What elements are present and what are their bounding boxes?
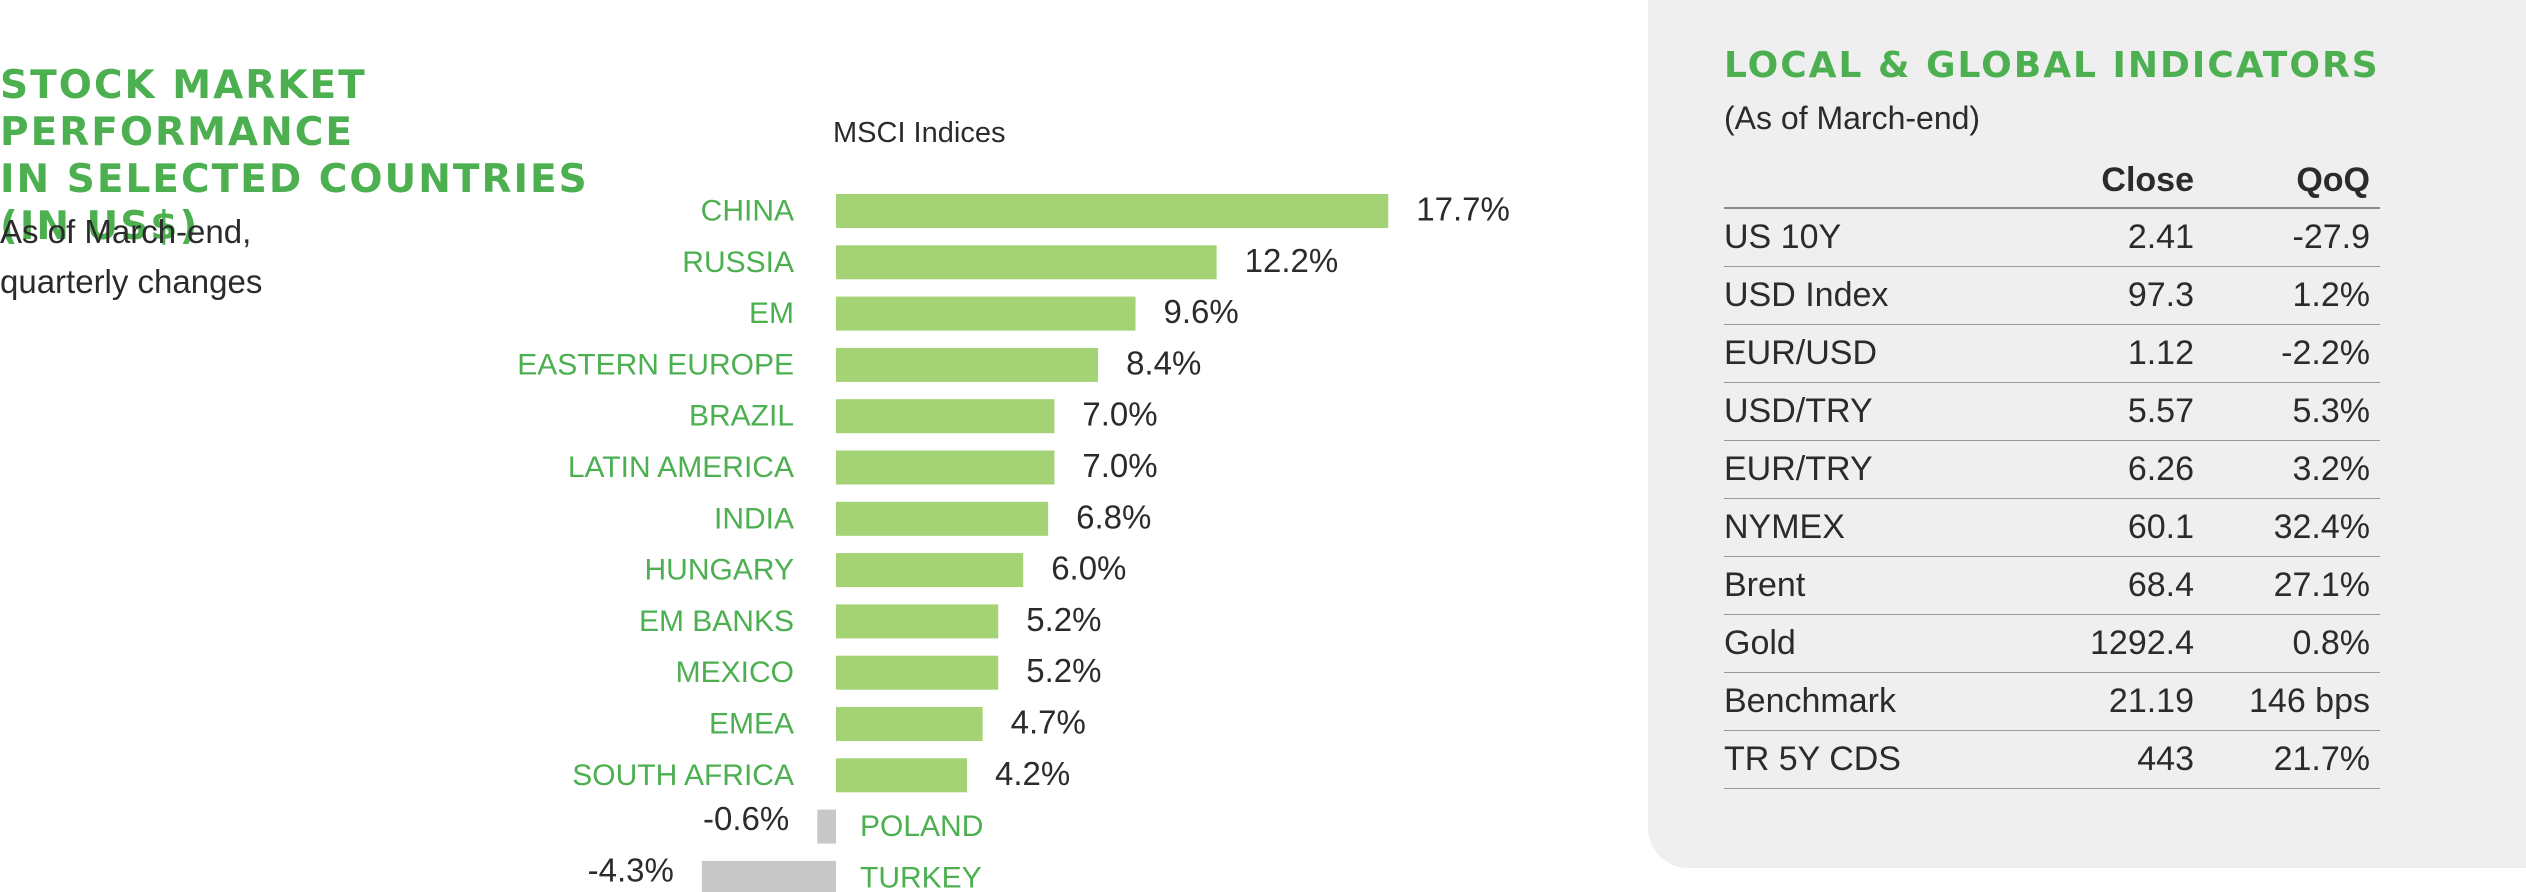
category-label-latin-america: LATIN AMERICA [568,451,794,484]
bar-china [836,194,1389,228]
table-row: Benchmark 21.19 146 bps [1724,672,2380,731]
msci-bar-chart: CHINA 17.7% RUSSIA 12.2% EM 9.6% EASTERN EUROP… [517,191,1510,892]
chart-subtitle: As of March-end, quarterly changes [0,207,262,307]
indicator-close: 21.19 [2014,672,2204,731]
bar-hungary [836,553,1024,588]
indicator-qoq: 32.4% [2204,498,2380,557]
chart-title-line-2: IN SELECTED COUNTRIES [0,157,589,202]
indicator-qoq: 146 bps [2204,672,2380,731]
table-row: USD Index 97.3 1.2% [1724,266,2380,325]
indicator-name: Gold [1724,614,2014,673]
indicator-close: 1292.4 [2014,614,2204,673]
value-label-em: 9.6% [1164,293,1239,330]
indicator-name: US 10Y [1724,208,2014,267]
bar-india [836,501,1049,536]
chart-subtitle-line-2: quarterly changes [0,263,263,300]
table-row: Brent 68.4 27.1% [1724,556,2380,615]
indicator-qoq: -2.2% [2204,324,2380,383]
indicator-name: Benchmark [1724,672,2014,731]
chart-title: STOCK MARKET PERFORMANCE IN SELECTED COU… [0,62,720,250]
value-label-russia: 12.2% [1245,242,1339,279]
value-label-india: 6.8% [1076,498,1151,535]
category-label-hungary: HUNGARY [645,554,794,587]
category-label-china: CHINA [701,195,794,228]
table-row: EUR/TRY 6.26 3.2% [1724,440,2380,499]
value-label-china: 17.7% [1416,191,1510,228]
table-row: EUR/USD 1.12 -2.2% [1724,324,2380,383]
indicator-name: TR 5Y CDS [1724,730,2014,789]
chart-title-line-3: (IN US$) [0,204,200,249]
table-row: USD/TRY 5.57 5.3% [1724,382,2380,441]
bar-russia [836,245,1217,280]
bar-em [836,296,1136,331]
indicator-qoq: 5.3% [2204,382,2380,441]
bar-brazil [836,399,1055,434]
table-row: NYMEX 60.1 32.4% [1724,498,2380,557]
bar-poland [817,809,836,844]
indicator-name: EUR/USD [1724,324,2014,383]
indicator-qoq: -27.9 [2204,208,2380,267]
indicator-qoq: 27.1% [2204,556,2380,615]
bar-latin-america [836,450,1055,485]
category-label-russia: RUSSIA [682,246,794,279]
indicator-name: USD/TRY [1724,382,2014,441]
indicator-qoq: 1.2% [2204,266,2380,325]
indicator-name: EUR/TRY [1724,440,2014,499]
indicator-close: 2.41 [2014,208,2204,267]
value-label-emea: 4.7% [1011,704,1086,741]
table-row: Gold 1292.4 0.8% [1724,614,2380,673]
chart-subtitle-line-1: As of March-end, [0,213,252,250]
category-label-india: INDIA [714,502,794,535]
value-label-turkey: -4.3% [588,851,674,888]
indicator-name: Brent [1724,556,2014,615]
bar-eastern-europe [836,347,1099,382]
indicators-table: Close QoQ US 10Y 2.41 -27.9 USD Index 97… [1724,153,2380,789]
category-label-brazil: BRAZIL [689,400,794,433]
value-label-hungary: 6.0% [1051,550,1126,587]
indicator-qoq: 21.7% [2204,730,2380,789]
bar-turkey [701,860,836,892]
value-label-brazil: 7.0% [1082,396,1157,433]
indicators-subtitle: (As of March-end) [1724,100,1981,136]
category-label-emea: EMEA [709,708,794,741]
value-label-eastern-europe: 8.4% [1126,344,1201,381]
indicator-close: 443 [2014,730,2204,789]
category-label-south-africa: SOUTH AFRICA [572,759,794,792]
category-label-mexico: MEXICO [676,656,794,689]
category-label-poland: POLAND [860,810,983,843]
table-row: TR 5Y CDS 443 21.7% [1724,730,2380,789]
chart-series-label: MSCI Indices [833,117,1006,149]
indicator-name: NYMEX [1724,498,2014,557]
chart-title-line-1: STOCK MARKET PERFORMANCE [0,63,367,155]
header-name [1724,153,2014,209]
indicator-close: 60.1 [2014,498,2204,557]
bar-mexico [836,655,999,690]
indicator-qoq: 0.8% [2204,614,2380,673]
indicator-close: 6.26 [2014,440,2204,499]
indicator-qoq: 3.2% [2204,440,2380,499]
value-label-em-banks: 5.2% [1026,601,1101,638]
bar-em-banks [836,604,999,639]
category-label-em: EM [749,297,794,330]
indicator-close: 5.57 [2014,382,2204,441]
indicator-close: 97.3 [2014,266,2204,325]
indicators-title: LOCAL & GLOBAL INDICATORS [1724,45,2380,86]
value-label-poland: -0.6% [703,800,789,837]
bar-south-africa [836,758,968,793]
bar-emea [836,707,983,741]
value-label-mexico: 5.2% [1026,652,1101,689]
category-label-em-banks: EM BANKS [639,605,794,638]
value-label-latin-america: 7.0% [1082,447,1157,484]
category-label-turkey: TURKEY [860,861,982,892]
value-label-south-africa: 4.2% [995,755,1070,792]
indicator-close: 1.12 [2014,324,2204,383]
indicator-name: USD Index [1724,266,2014,325]
category-label-eastern-europe: EASTERN EUROPE [517,348,794,381]
header-qoq: QoQ [2204,153,2380,209]
indicator-close: 68.4 [2014,556,2204,615]
indicators-header-row: Close QoQ [1724,153,2380,209]
header-close: Close [2014,153,2204,209]
table-row: US 10Y 2.41 -27.9 [1724,208,2380,267]
